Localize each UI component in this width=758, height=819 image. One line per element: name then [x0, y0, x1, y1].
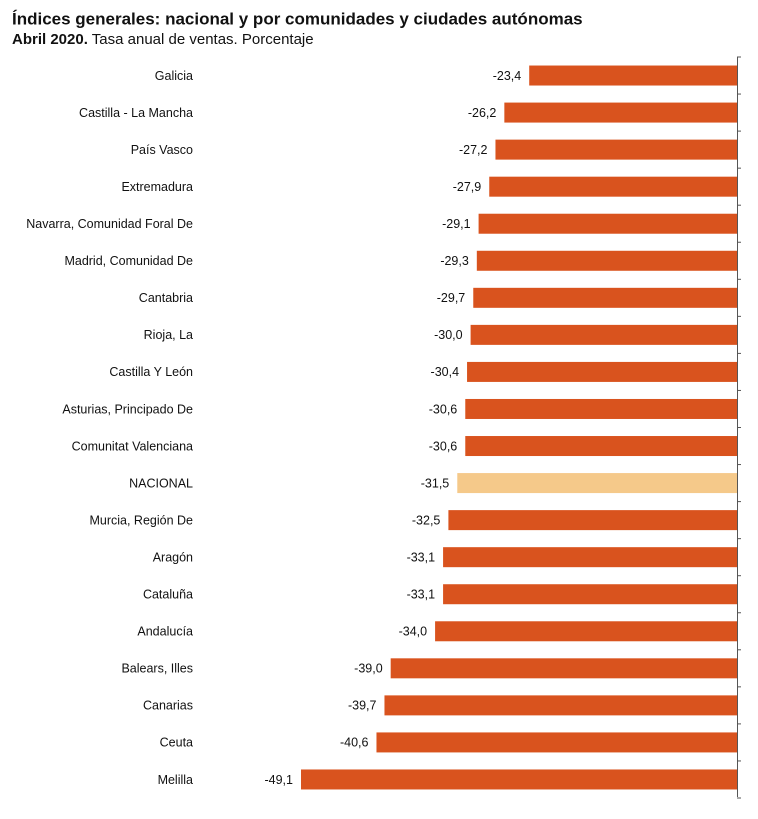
value-label: -27,9: [453, 180, 482, 194]
value-label: -30,6: [429, 402, 458, 416]
bar: [443, 584, 737, 605]
category-label: Aragón: [153, 550, 193, 564]
value-label: -49,1: [264, 773, 293, 787]
category-label: Murcia, Región De: [89, 513, 193, 527]
value-label: -32,5: [412, 513, 441, 527]
category-label: Navarra, Comunidad Foral De: [26, 217, 193, 231]
category-label: Canarias: [143, 699, 193, 713]
category-label: Cataluña: [143, 588, 193, 602]
value-label: -30,0: [434, 328, 463, 342]
value-label: -29,3: [440, 254, 469, 268]
category-label: Balears, Illes: [121, 662, 193, 676]
bar: [390, 658, 737, 679]
category-label: Cantabria: [139, 291, 193, 305]
bar: [448, 510, 737, 531]
bar: [476, 250, 737, 271]
value-label: -30,4: [431, 365, 460, 379]
value-label: -33,1: [407, 588, 436, 602]
value-label: -27,2: [459, 143, 488, 157]
bar: [478, 213, 737, 234]
category-label: Asturias, Principado De: [62, 402, 193, 416]
bar: [384, 695, 737, 716]
bar: [376, 732, 737, 753]
category-label: Ceuta: [160, 736, 193, 750]
category-label: Castilla - La Mancha: [79, 106, 193, 120]
category-label: Comunitat Valenciana: [72, 439, 193, 453]
value-label: -30,6: [429, 439, 458, 453]
value-label: -31,5: [421, 476, 450, 490]
bar: [435, 621, 737, 642]
bar: [473, 287, 737, 308]
chart-subtitle: Abril 2020. Tasa anual de ventas. Porcen…: [12, 31, 314, 48]
value-label: -29,1: [442, 217, 471, 231]
value-label: -23,4: [493, 69, 522, 83]
value-label: -26,2: [468, 106, 497, 120]
bar: [529, 65, 737, 86]
category-label: País Vasco: [131, 143, 193, 157]
bar: [443, 547, 737, 568]
category-label: Andalucía: [137, 625, 193, 639]
value-label: -34,0: [399, 625, 428, 639]
bar: [300, 769, 737, 790]
bar: [457, 473, 737, 494]
value-label: -29,7: [437, 291, 466, 305]
subtitle-text: Tasa anual de ventas. Porcentaje: [92, 31, 314, 48]
category-label: Rioja, La: [144, 328, 193, 342]
value-label: -39,7: [348, 699, 377, 713]
value-label: -40,6: [340, 736, 369, 750]
bar: [495, 139, 737, 160]
bar: [504, 102, 737, 123]
value-label: -39,0: [354, 662, 383, 676]
category-label: Melilla: [158, 773, 193, 787]
category-label: Extremadura: [121, 180, 193, 194]
bar: [465, 398, 737, 419]
bar: [465, 436, 737, 457]
category-label: Castilla Y León: [109, 365, 193, 379]
subtitle-bold: Abril 2020.: [12, 31, 88, 48]
bar: [470, 324, 737, 345]
value-label: -33,1: [407, 550, 436, 564]
category-label: Madrid, Comunidad De: [64, 254, 193, 268]
bar: [467, 361, 737, 382]
bar: [489, 176, 737, 197]
category-label: NACIONAL: [129, 476, 193, 490]
chart-title: Índices generales: nacional y por comuni…: [12, 9, 583, 28]
category-label: Galicia: [155, 69, 193, 83]
